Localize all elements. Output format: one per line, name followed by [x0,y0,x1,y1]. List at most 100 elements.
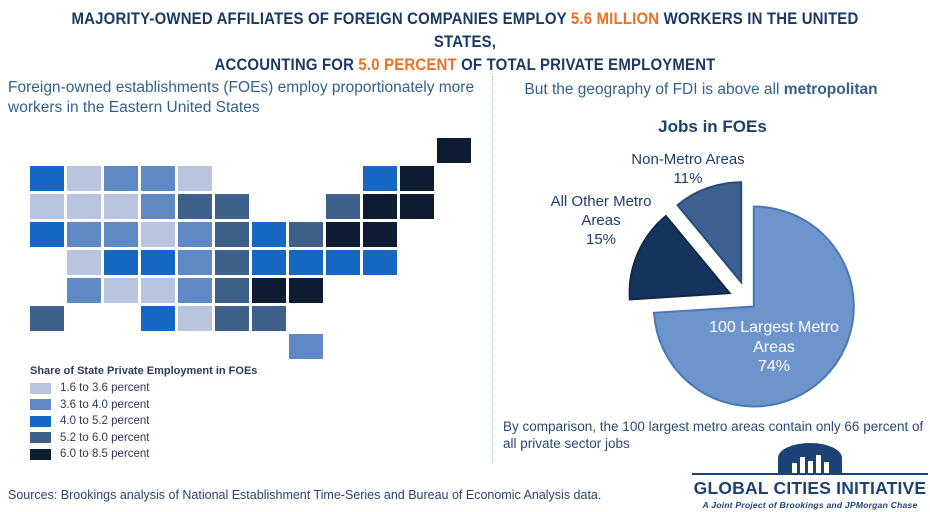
state-ok-tile [141,278,175,303]
pie-title: Jobs in FOEs [658,117,767,136]
pie-label-non-metro: Non-Metro Areas 11% [588,150,788,188]
legend-swatch [30,382,51,394]
headline-text: WORKERS IN THE UNITED STATES, [433,9,859,51]
state-nc-tile [252,278,286,303]
state-me-tile [437,138,471,163]
state-vt-tile [363,166,397,191]
panel-divider [492,76,493,464]
state-mo-tile [178,222,212,247]
state-ms-tile [178,306,212,331]
sources-text: Sources: Brookings analysis of National … [8,488,602,502]
state-nj-tile [326,222,360,247]
state-ga-tile [252,306,286,331]
state-de-tile [363,250,397,275]
pie-slice-100-largest [652,205,855,408]
pie-label-100-largest: 100 Largest Metro Areas 74% [689,318,859,377]
state-id-tile [67,194,101,219]
state-il-tile [178,194,212,219]
legend-item-2: 4.0 to 5.2 percent [30,415,257,427]
state-wi-tile [178,166,212,191]
state-wa-tile [30,166,64,191]
state-ks-tile [141,250,175,275]
logo-dome-icon [778,443,842,473]
state-ne-tile [141,222,175,247]
legend-item-4: 6.0 to 8.5 percent [30,448,257,460]
state-ar-tile [178,250,212,275]
pie-subtitle: But the geography of FDI is above all me… [495,80,907,100]
pie-chart [628,181,855,408]
state-ct-tile [363,222,397,247]
state-tx-tile [141,306,175,331]
state-md-tile [326,250,360,275]
pie-label-pct: 15% [585,231,617,248]
legend-label: 1.6 to 3.6 percent [60,382,150,394]
pie-label-pct: 74% [757,358,791,375]
state-az-tile [67,278,101,303]
state-nm-tile [104,278,138,303]
map-legend-items: 1.6 to 3.6 percent 3.6 to 4.0 percent 4.0 … [30,382,257,460]
map-subtitle: Foreign-owned establishments (FOEs) empl… [8,79,475,116]
headline-text: ACCOUNTING FOR [214,55,359,74]
state-ri-tile [400,194,434,219]
state-tn-tile [215,278,249,303]
legend-swatch [30,432,51,443]
legend-swatch [30,399,51,410]
legend-item-1: 3.6 to 4.0 percent [30,399,257,411]
headline-highlight-percent: 5.0 PERCENT [358,55,457,74]
pie-slice-all-other-metro [628,214,732,301]
pie-label-text: All Other Metro Areas [550,193,652,229]
state-mt-tile [67,166,101,191]
state-in-tile [215,222,249,247]
pie-label-pct: 11% [673,170,703,187]
legend-label: 6.0 to 8.5 percent [60,448,150,460]
map-legend: Share of State Private Employment in FOE… [30,365,257,465]
headline-line2: ACCOUNTING FOR 5.0 PERCENT OF TOTAL PRIV… [56,53,874,76]
logo-buildings-icon [778,443,842,473]
state-al-tile [215,306,249,331]
legend-swatch [30,415,51,427]
state-co-tile [104,250,138,275]
us-choropleth-map [30,138,475,360]
state-la-tile [178,278,212,303]
headline-text: OF TOTAL PRIVATE EMPLOYMENT [456,55,716,74]
logo-skyline-icon [692,443,928,475]
pie-slice-non-metro [676,181,743,285]
state-nd-tile [104,166,138,191]
state-ia-tile [141,194,175,219]
pie-label-text: 100 Largest Metro Areas [709,319,839,356]
pie-note: By comparison, the 100 largest metro are… [503,419,924,451]
pie-subtitle-text: But the geography of FDI is above all [524,81,784,98]
pie-label-text: Non-Metro Areas [631,151,745,168]
state-ky-tile [215,250,249,275]
state-ny-tile [326,194,360,219]
state-wy-tile [104,222,138,247]
legend-swatch [30,448,51,460]
state-sc-tile [289,278,323,303]
logo-wordmark: GLOBAL CITIES INITIATIVE [693,478,927,498]
state-mn-tile [141,166,175,191]
state-sd-tile [104,194,138,219]
state-fl-tile [289,334,323,359]
state-ca-tile [30,222,64,247]
headline-text: MAJORITY-OWNED AFFILIATES OF FOREIGN COM… [71,9,571,28]
state-wv-tile [252,250,286,275]
state-oh-tile [252,222,286,247]
state-ut-tile [67,250,101,275]
global-cities-initiative-logo: GLOBAL CITIES INITIATIVE A Joint Project… [692,443,928,510]
state-pa-tile [289,222,323,247]
legend-label: 4.0 to 5.2 percent [60,415,150,427]
state-ma-tile [363,194,397,219]
state-or-tile [30,194,64,219]
state-nv-tile [67,222,101,247]
pie-subtitle-bold: metropolitan [783,81,878,98]
legend-label: 3.6 to 4.0 percent [60,398,150,411]
pie-label-all-other-metro: All Other Metro Areas 15% [536,192,666,249]
legend-item-0: 1.6 to 3.6 percent [30,382,257,394]
legend-label: 5.2 to 6.0 percent [60,431,150,444]
state-nh-tile [400,166,434,191]
headline-highlight-workers: 5.6 MILLION [570,9,660,28]
headline-line1: MAJORITY-OWNED AFFILIATES OF FOREIGN COM… [56,7,874,53]
headline: MAJORITY-OWNED AFFILIATES OF FOREIGN COM… [56,7,874,76]
state-mi-tile [215,194,249,219]
